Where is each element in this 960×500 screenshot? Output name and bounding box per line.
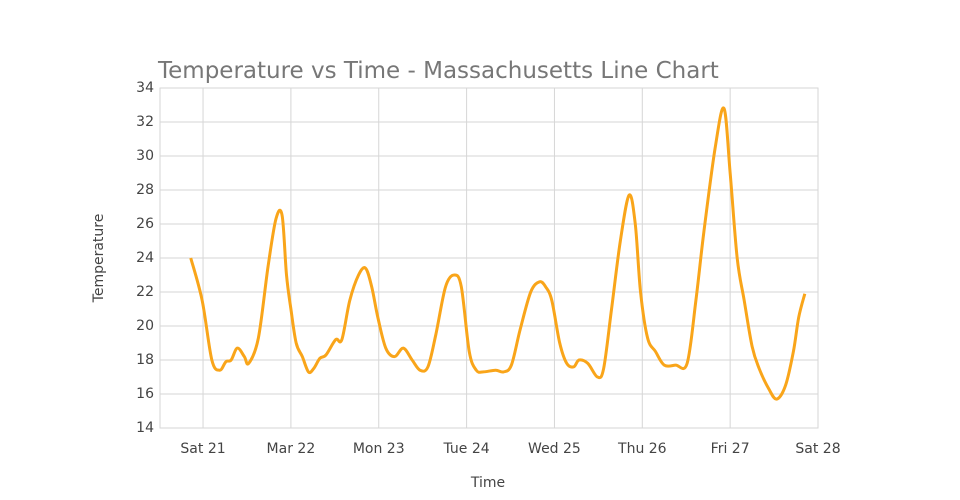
y-tick-label: 22 [136,284,154,300]
x-tick-label: Tue 24 [443,441,490,457]
x-tick-label: Mar 22 [267,441,316,457]
x-axis-title: Time [470,475,505,491]
y-tick-label: 20 [136,318,154,334]
chart-title: Temperature vs Time - Massachusetts Line… [157,58,719,84]
x-tick-label: Sat 21 [180,441,225,457]
y-tick-label: 32 [136,114,154,130]
x-tick-label: Fri 27 [711,441,750,457]
y-tick-label: 26 [136,216,154,232]
x-tick-label: Wed 25 [528,441,581,457]
x-tick-label: Sat 28 [795,441,840,457]
x-tick-label: Mon 23 [353,441,405,457]
y-axis-title: Temperature [91,214,107,304]
y-tick-label: 18 [136,352,154,368]
y-tick-label: 30 [136,148,154,164]
data-line [189,106,807,401]
y-tick-label: 14 [136,420,154,436]
y-tick-label: 24 [136,250,154,266]
y-tick-label: 34 [136,80,154,96]
y-tick-label: 28 [136,182,154,198]
y-tick-label: 16 [136,386,154,402]
x-tick-label: Thu 26 [617,441,667,457]
